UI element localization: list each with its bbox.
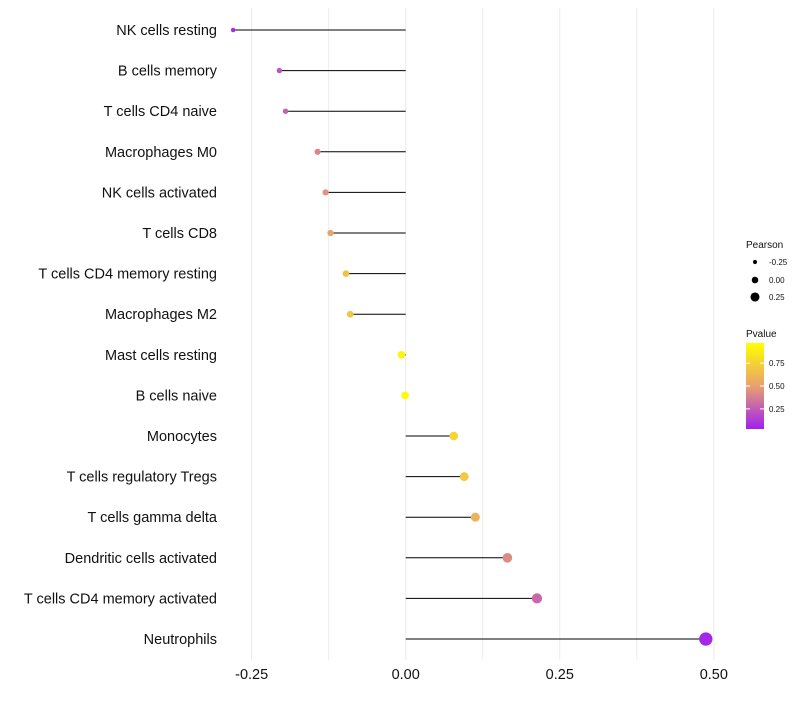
category-label: T cells CD4 memory resting	[38, 267, 217, 283]
size-legend-dot	[752, 259, 758, 265]
point-layer	[230, 27, 713, 646]
pvalue-colorbar	[746, 343, 764, 429]
grid-layer	[251, 8, 715, 660]
data-point	[327, 229, 334, 237]
x-tick-label: 0.00	[392, 667, 420, 683]
data-point	[346, 310, 354, 318]
size-legend-label: -0.25	[769, 258, 788, 267]
category-labels: NK cells resting B cells memory T cells CD…	[24, 23, 218, 648]
data-point	[401, 391, 409, 400]
category-label: T cells CD4 naive	[104, 104, 217, 120]
size-legend-label: 0.00	[769, 276, 785, 285]
x-axis-ticks: -0.25 0.00 0.25 0.50	[235, 667, 728, 683]
size-legend-dot	[750, 292, 760, 302]
data-point	[470, 512, 480, 522]
legend: Pearson Pvalue -0.25 0.00 0.25 0.75 0.50 0.25	[746, 240, 788, 429]
x-tick-label: -0.25	[235, 667, 268, 683]
category-label: T cells gamma delta	[88, 510, 218, 526]
data-point	[276, 67, 283, 74]
data-point	[230, 27, 236, 33]
category-label: NK cells resting	[116, 23, 217, 39]
stem-layer	[233, 29, 706, 640]
data-point	[322, 189, 329, 196]
data-point	[397, 350, 406, 359]
pearson-legend-title: Pearson	[746, 240, 783, 251]
category-label: Mast cells resting	[105, 348, 217, 364]
colorbar-label: 0.75	[769, 359, 785, 368]
x-tick-label: 0.25	[546, 667, 574, 683]
data-point	[342, 270, 350, 277]
colorbar-label: 0.25	[769, 405, 785, 414]
data-point	[502, 552, 513, 563]
data-point	[531, 593, 543, 604]
size-legend-label: 0.25	[769, 293, 785, 302]
category-label: T cells CD4 memory activated	[24, 591, 217, 607]
category-label: Macrophages M2	[105, 307, 217, 323]
size-legend-dot	[751, 276, 759, 284]
category-label: NK cells activated	[102, 185, 217, 201]
category-label: T cells regulatory Tregs	[67, 470, 217, 486]
data-point	[459, 472, 469, 482]
category-label: Neutrophils	[144, 632, 217, 648]
colorbar-label: 0.50	[769, 382, 785, 391]
category-label: Macrophages M0	[105, 145, 217, 161]
category-label: B cells naive	[136, 388, 217, 404]
category-label: B cells memory	[118, 64, 218, 80]
category-label: Monocytes	[147, 429, 217, 445]
pvalue-legend-title: Pvalue	[746, 329, 777, 340]
data-point	[282, 108, 289, 114]
x-tick-label: 0.50	[700, 667, 728, 683]
category-label: T cells CD8	[142, 226, 217, 242]
data-point	[449, 431, 459, 441]
data-point	[314, 148, 321, 155]
category-label: Dendritic cells activated	[65, 551, 217, 567]
data-point	[699, 632, 713, 646]
